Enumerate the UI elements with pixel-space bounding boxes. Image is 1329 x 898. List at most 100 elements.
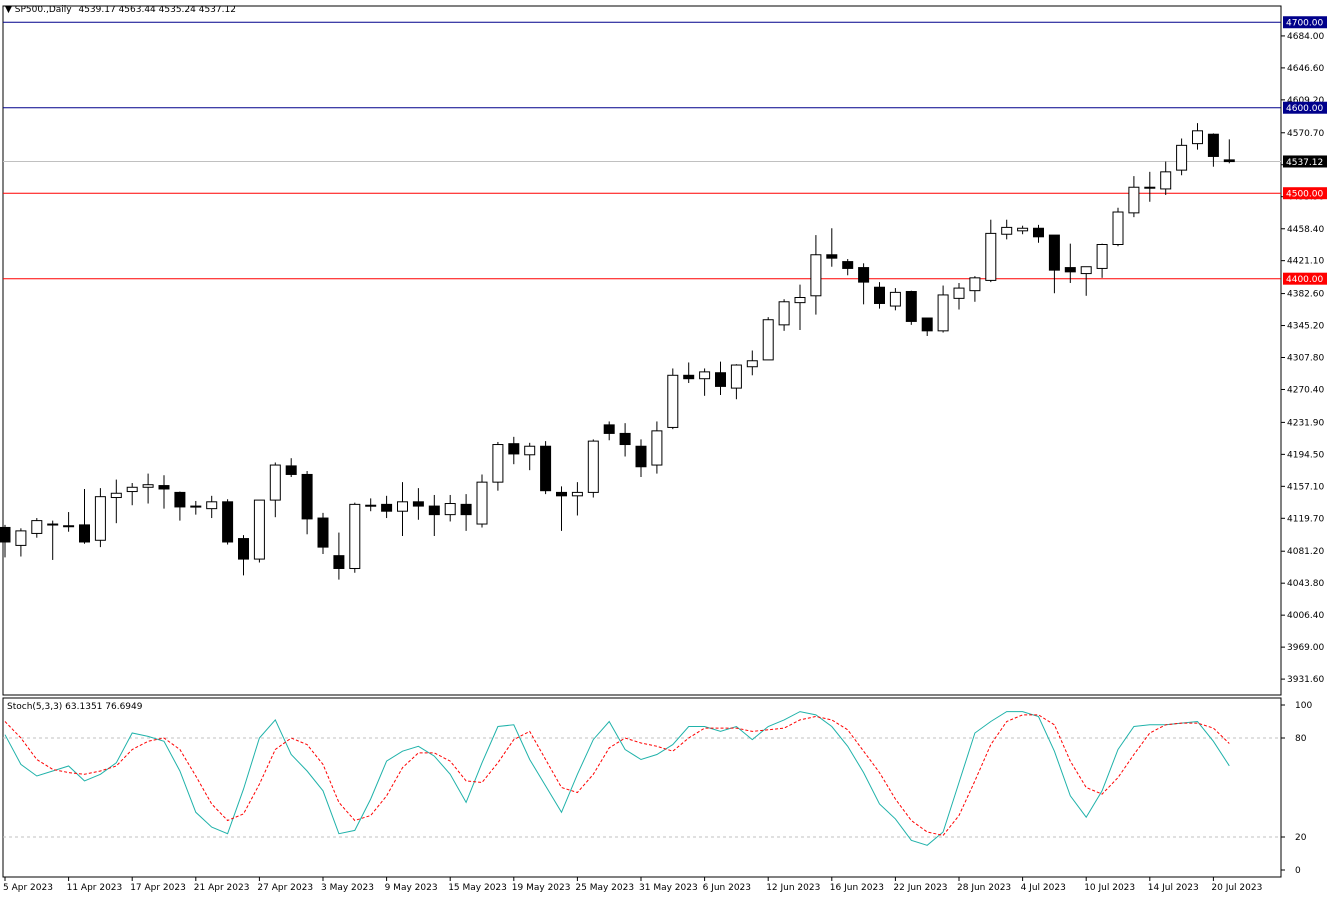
bull-candle[interactable] (1128, 186, 1140, 214)
bear-candle[interactable] (1223, 159, 1235, 163)
bear-candle[interactable] (905, 291, 917, 322)
bear-candle[interactable] (874, 286, 885, 304)
bull-candle[interactable] (953, 287, 965, 299)
current-price-text: 4537.12 (1286, 158, 1323, 168)
bear-candle[interactable] (428, 505, 440, 516)
bear-candle[interactable] (1048, 234, 1060, 271)
bull-candle[interactable] (444, 503, 456, 516)
stoch-tick-label: 0 (1295, 866, 1301, 876)
date-tick-label: 17 Apr 2023 (130, 883, 186, 893)
bull-candle[interactable] (1080, 266, 1092, 275)
level-badge-4400.00 (1283, 272, 1327, 285)
bull-candle[interactable] (1017, 227, 1029, 232)
bull-candle[interactable] (969, 277, 981, 292)
bull-candle[interactable] (762, 319, 774, 361)
bull-candle[interactable] (1112, 211, 1124, 245)
price-tick-label: 4157.10 (1287, 482, 1324, 492)
price-tick-label: 4231.90 (1287, 418, 1324, 428)
bull-candle[interactable] (794, 297, 806, 304)
bull-candle[interactable] (810, 254, 822, 297)
date-tick-label: 15 May 2023 (448, 883, 507, 893)
bull-candle[interactable] (1176, 144, 1188, 171)
date-tick-label: 6 Jun 2023 (703, 883, 751, 893)
bull-candle[interactable] (126, 486, 138, 493)
bull-candle[interactable] (476, 481, 488, 525)
bull-candle[interactable] (1192, 130, 1203, 145)
bull-candle[interactable] (94, 496, 106, 541)
stoch-tick-label: 20 (1295, 833, 1307, 843)
bear-candle[interactable] (508, 443, 520, 455)
bear-candle[interactable] (460, 503, 472, 516)
date-tick-label: 11 Apr 2023 (67, 883, 123, 893)
bear-candle[interactable] (842, 261, 854, 269)
bear-candle[interactable] (715, 372, 726, 387)
price-tick-label: 3931.60 (1287, 675, 1324, 685)
bull-candle[interactable] (110, 492, 122, 499)
price-tick-label: 4684.00 (1287, 32, 1324, 42)
bear-candle[interactable] (158, 485, 170, 490)
bull-candle[interactable] (985, 232, 997, 281)
bull-candle[interactable] (253, 499, 265, 560)
bull-candle[interactable] (778, 301, 790, 326)
bull-candle[interactable] (571, 491, 583, 497)
bull-candle[interactable] (397, 501, 408, 512)
bull-candle[interactable] (190, 505, 202, 508)
stoch-tick-label: 100 (1295, 701, 1312, 711)
bear-candle[interactable] (619, 432, 631, 446)
bear-candle[interactable] (174, 491, 186, 508)
bear-candle[interactable] (1064, 267, 1076, 273)
bull-candle[interactable] (492, 444, 504, 483)
bear-candle[interactable] (79, 524, 90, 543)
date-tick-label: 28 Jun 2023 (957, 883, 1011, 893)
bear-candle[interactable] (381, 503, 393, 512)
bear-candle[interactable] (635, 445, 647, 468)
bull-candle[interactable] (1096, 244, 1108, 269)
bear-candle[interactable] (683, 374, 695, 380)
bear-candle[interactable] (1144, 186, 1156, 189)
bear-candle[interactable] (556, 491, 567, 497)
bear-candle[interactable] (333, 555, 345, 569)
bull-candle[interactable] (651, 430, 663, 466)
bear-candle[interactable] (1033, 227, 1044, 238)
bull-candle[interactable] (746, 360, 758, 368)
bull-candle[interactable] (730, 364, 742, 389)
bull-candle[interactable] (699, 371, 711, 380)
bear-candle[interactable] (285, 465, 297, 475)
price-tick-label: 4458.40 (1287, 225, 1324, 235)
bear-candle[interactable] (826, 254, 838, 259)
bear-candle[interactable] (603, 424, 615, 434)
bull-candle[interactable] (47, 523, 59, 526)
bull-candle[interactable] (206, 501, 218, 510)
price-tick-label: 4119.70 (1287, 514, 1324, 524)
bull-candle[interactable] (269, 464, 281, 501)
bull-candle[interactable] (1160, 171, 1172, 190)
bear-candle[interactable] (317, 517, 329, 548)
bull-candle[interactable] (937, 294, 949, 332)
bull-candle[interactable] (349, 503, 361, 569)
bull-candle[interactable] (142, 484, 154, 488)
level-badge-4500.00 (1283, 187, 1327, 200)
bull-candle[interactable] (667, 374, 679, 428)
bear-candle[interactable] (412, 501, 424, 507)
bull-candle[interactable] (524, 445, 536, 456)
bull-candle[interactable] (365, 504, 377, 507)
bull-candle[interactable] (63, 525, 75, 528)
bear-candle[interactable] (222, 501, 234, 543)
bear-candle[interactable] (301, 473, 313, 520)
stoch-main-line (4, 711, 1230, 846)
bear-candle[interactable] (0, 526, 11, 543)
bull-candle[interactable] (1001, 226, 1013, 235)
bear-candle[interactable] (858, 267, 870, 283)
symbol-dropdown-icon[interactable]: ▼ (5, 5, 12, 15)
bear-candle[interactable] (238, 538, 249, 560)
bear-candle[interactable] (540, 445, 552, 492)
bull-candle[interactable] (15, 530, 27, 546)
bull-candle[interactable] (889, 291, 901, 307)
bull-candle[interactable] (587, 440, 599, 493)
date-tick-label: 3 May 2023 (321, 883, 374, 893)
price-tick-label: 4043.80 (1287, 579, 1324, 589)
bear-candle[interactable] (921, 317, 933, 332)
bull-candle[interactable] (31, 520, 43, 534)
bear-candle[interactable] (1207, 133, 1219, 157)
